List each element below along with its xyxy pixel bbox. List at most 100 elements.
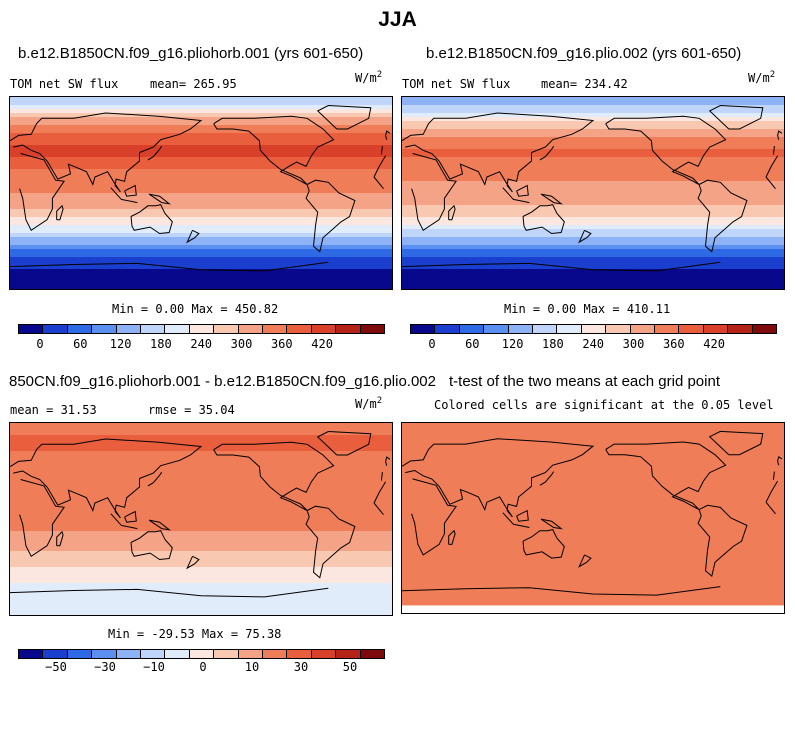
coastline (385, 456, 391, 466)
colorbar-swatch (67, 650, 93, 658)
field-band (402, 145, 784, 150)
colorbar-swatch (189, 650, 215, 658)
colorbar-swatch (655, 325, 680, 333)
colorbar-tick-label: 60 (73, 337, 88, 351)
field-band (10, 575, 392, 580)
field-band (10, 479, 392, 484)
colorbar-swatch (435, 325, 460, 333)
field-band (10, 101, 392, 106)
field-band (10, 97, 392, 102)
panel2-units: W/m2 (748, 70, 776, 85)
field-band (10, 169, 392, 174)
panel2-colorbar (410, 324, 777, 334)
coastline (539, 145, 555, 161)
panel4-map (401, 422, 785, 614)
field-band (10, 563, 392, 568)
colorbar-tick-label: 120 (501, 337, 524, 351)
field-band (10, 205, 392, 210)
field-band (10, 543, 392, 548)
field-band (10, 491, 392, 496)
panel3-diff-title: 850CN.f09_g16.pliohorb.001 - b.e12.B1850… (9, 373, 436, 390)
coastline (305, 179, 356, 253)
coastline (147, 145, 163, 161)
field-band (10, 451, 392, 456)
field-band (10, 487, 392, 492)
coastline (578, 229, 592, 244)
field-band (402, 169, 784, 174)
field-band (10, 181, 392, 186)
colorbar-swatch (287, 325, 312, 333)
coastline (316, 104, 372, 130)
field-band (10, 603, 392, 608)
colorbar-swatch (214, 650, 239, 658)
panel2-minmax: Min = 0.00 Max = 410.11 (504, 302, 671, 316)
colorbar-swatch (43, 650, 68, 658)
field-band (10, 273, 392, 278)
colorbar-swatch (263, 325, 288, 333)
coastline (522, 529, 565, 559)
field-band (402, 241, 784, 246)
field-band (10, 253, 392, 258)
field-band (10, 507, 392, 512)
field-band (10, 161, 392, 166)
field-band (10, 559, 392, 564)
field-band (10, 141, 392, 146)
colorbar-swatch (336, 325, 361, 333)
coastline (402, 438, 775, 518)
field-band (10, 177, 392, 182)
page-title: JJA (378, 8, 417, 31)
field-band (402, 177, 784, 182)
field-band (10, 265, 392, 270)
field-band (10, 515, 392, 520)
panel1-colorbar (18, 324, 385, 334)
field-band (10, 527, 392, 532)
coastline (540, 518, 564, 530)
field-band (10, 189, 392, 194)
field-band (10, 467, 392, 472)
coastline (10, 261, 329, 272)
field-band (402, 97, 784, 102)
field-band (10, 201, 392, 206)
field-band (10, 125, 392, 130)
coastline (19, 479, 387, 558)
field-band (10, 551, 392, 556)
field-band (10, 137, 392, 142)
field-band (402, 193, 784, 198)
coastline (110, 513, 138, 530)
field-band (402, 277, 784, 282)
field-band (402, 269, 784, 274)
coastline (502, 187, 530, 204)
coastline (402, 112, 775, 193)
coastline (10, 112, 383, 193)
field-band (402, 133, 784, 138)
field-band (402, 273, 784, 278)
field-band (10, 209, 392, 214)
field-band (10, 217, 392, 222)
coastline (539, 471, 555, 486)
field-band (10, 173, 392, 178)
panel1-case-title: b.e12.B1850CN.f09_g16.pliohorb.001 (yrs … (18, 45, 364, 62)
field-band (10, 153, 392, 158)
field-band (10, 165, 392, 170)
field-band (402, 233, 784, 238)
coastline (708, 104, 764, 130)
panel2-map-plot (402, 97, 784, 289)
coastline (124, 510, 137, 523)
field-band (10, 233, 392, 238)
field-band (10, 193, 392, 198)
colorbar-tick-label: 180 (150, 337, 172, 351)
colorbar-swatch (557, 325, 582, 333)
panel1-minmax: Min = 0.00 Max = 450.82 (112, 302, 279, 316)
field-band (402, 217, 784, 222)
coastline (56, 204, 64, 221)
coastline (10, 438, 383, 519)
field-band (402, 125, 784, 130)
colorbar-swatch (116, 650, 142, 658)
field-band (402, 109, 784, 114)
significant-cells (402, 423, 784, 606)
field-band (10, 571, 392, 576)
colorbar-swatch (728, 325, 753, 333)
colorbar-swatch (141, 325, 166, 333)
field-band (402, 165, 784, 170)
field-band (402, 129, 784, 134)
